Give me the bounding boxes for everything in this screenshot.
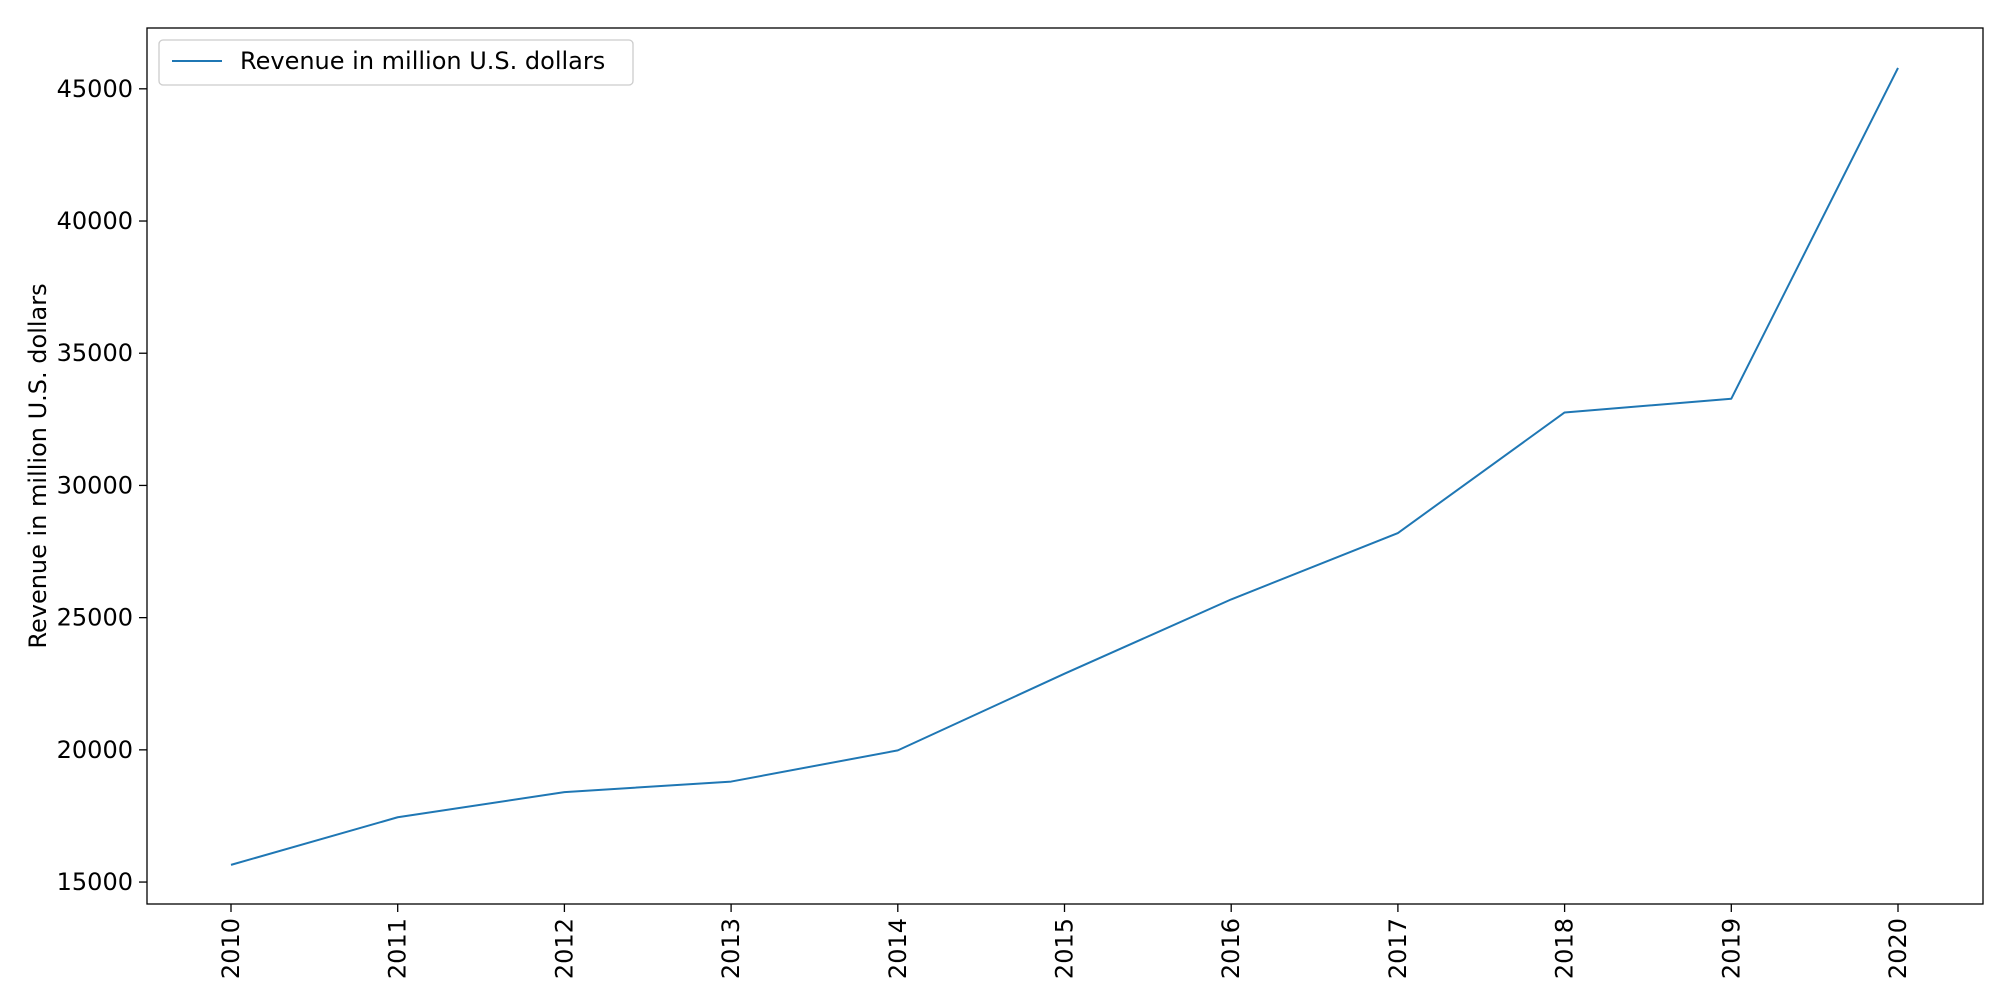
legend-box [158,39,634,86]
y-tick-label: 45000 [57,75,133,103]
x-tick-label: 2013 [717,918,745,979]
x-axis: 2010 2011 2012 2013 2014 2015 2016 2017 2018 2019… [217,904,1912,979]
series-layer [230,67,1899,866]
x-tick-label: 2015 [1051,918,1079,979]
y-tick-label: 35000 [57,339,133,367]
y-tick-label: 40000 [57,207,133,235]
x-tick-label: 2017 [1384,918,1412,979]
x-tick-label: 2012 [550,918,578,979]
x-tick-label: 2019 [1717,918,1745,979]
legend-entry-label: Revenue in million U.S. dollars [240,47,605,75]
x-tick-label: 2016 [1217,918,1245,979]
series-line [230,67,1899,866]
y-axis: 15000 20000 25000 30000 35000 40000 45000 [57,75,147,896]
x-tick-label: 2018 [1551,918,1579,979]
y-axis-title: Revenue in million U.S. dollars [24,283,52,648]
y-tick-label: 30000 [57,471,133,499]
legend: Revenue in million U.S. dollars [158,39,634,86]
x-tick-label: 2011 [384,918,412,979]
plot-frame [146,27,1984,905]
x-tick-label: 2010 [217,918,245,979]
x-tick-label: 2014 [884,918,912,979]
x-tick-label: 2020 [1884,918,1912,979]
y-tick-label: 15000 [57,868,133,896]
y-tick-label: 20000 [57,736,133,764]
y-tick-label: 25000 [57,604,133,632]
